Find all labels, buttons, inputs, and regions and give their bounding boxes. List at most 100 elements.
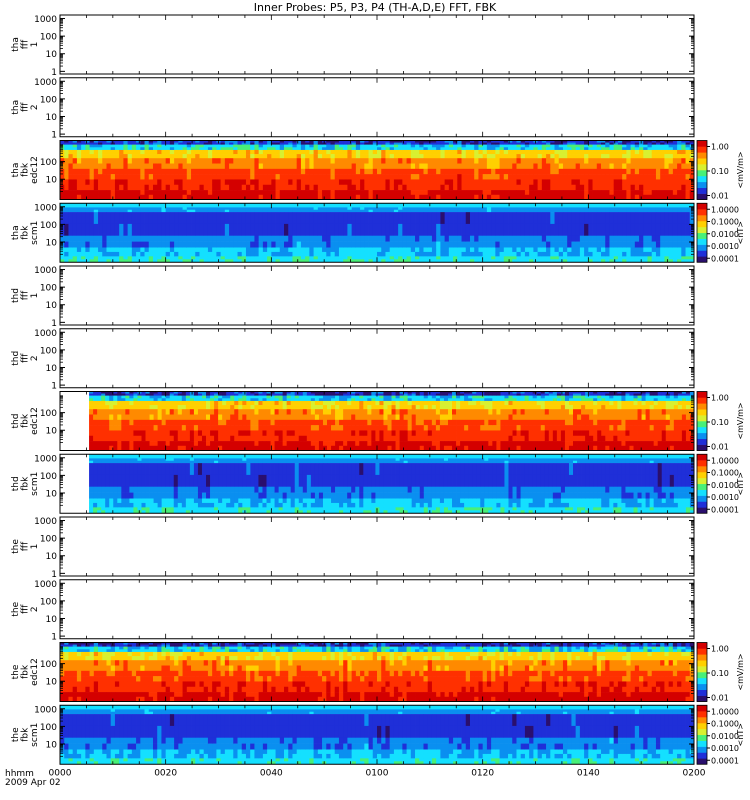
spectrogram-cell: [76, 142, 82, 145]
spectrogram-cell: [254, 241, 260, 248]
spectrogram-cell: [681, 235, 686, 242]
spectrogram-cell: [596, 179, 602, 186]
spectrogram-cell: [81, 140, 86, 143]
spectrogram-cell: [368, 142, 374, 145]
spectrogram-cell: [524, 259, 530, 263]
spectrogram-cell: [85, 247, 90, 253]
spectrogram-cell: [271, 205, 276, 208]
spectrogram-cell: [372, 235, 378, 242]
spectrogram-cell: [185, 430, 191, 437]
spectrogram-cell: [89, 154, 95, 159]
spectrogram-cell: [643, 235, 648, 242]
spectrogram-cell: [97, 425, 102, 431]
spectrogram-cell: [199, 207, 205, 211]
spectrogram-cell: [81, 194, 86, 200]
spectrogram-cell: [284, 184, 289, 191]
spectrogram-cell: [136, 158, 141, 164]
spectrogram-cell: [271, 158, 276, 164]
spectrogram-cell: [137, 398, 142, 402]
spectrogram-cell: [381, 142, 386, 145]
spectrogram-cell: [165, 435, 171, 442]
spectrogram-cell: [157, 445, 163, 451]
colorbar-border: [696, 202, 708, 263]
spectrogram-cell: [457, 241, 462, 248]
spectrogram-cell: [491, 212, 496, 225]
spectrogram-cell: [491, 179, 496, 186]
spectrogram-cell: [609, 140, 615, 143]
spectrogram-cell: [529, 259, 534, 263]
spectrogram-cell: [503, 203, 509, 206]
spectrogram-cell: [550, 184, 555, 191]
spectrogram-cell: [109, 419, 114, 426]
spectrogram-cell: [347, 235, 353, 242]
spectrogram-cell: [486, 205, 492, 208]
spectrogram-cell: [207, 147, 213, 151]
spectrogram-cell: [313, 259, 319, 263]
spectrogram-cell: [444, 259, 450, 263]
spectrogram-cell: [347, 205, 353, 208]
spectrogram-cell: [165, 179, 171, 186]
spectrogram-cell: [212, 241, 217, 248]
spectrogram-cell: [317, 174, 323, 180]
spectrogram-cell: [117, 441, 122, 447]
spectrogram-cell: [558, 209, 564, 213]
spectrogram-cell: [165, 154, 171, 159]
spectrogram-cell: [609, 190, 615, 196]
spectrogram-cell: [292, 174, 298, 180]
spectrogram-cell: [575, 194, 581, 200]
spectrogram-cell: [81, 207, 86, 211]
spectrogram-cell: [385, 205, 391, 208]
spectrogram-cell: [372, 251, 378, 257]
spectrogram-cell: [609, 203, 615, 206]
spectrogram-cell: [220, 251, 226, 257]
spectrogram-cell: [182, 212, 188, 225]
spectrogram-cell: [355, 256, 361, 260]
spectrogram-cell: [60, 194, 65, 200]
spectrogram-cell: [562, 209, 568, 213]
spectrogram-cell: [300, 179, 306, 186]
spectrogram-cell: [136, 203, 141, 206]
spectrogram-cell: [541, 205, 547, 208]
spectrogram-cell: [478, 251, 484, 257]
spectrogram-cell: [529, 163, 534, 170]
spectrogram-cell: [520, 142, 526, 145]
spectrogram-cell: [592, 147, 598, 151]
spectrogram-cell: [651, 256, 657, 260]
spectrogram-cell: [584, 179, 589, 186]
spectrogram-cell: [508, 194, 513, 200]
spectrogram-cell: [567, 212, 572, 225]
spectrogram-cell: [482, 142, 488, 145]
spectrogram-cell: [681, 184, 686, 191]
spectrogram-cell: [668, 184, 674, 191]
spectrogram-cell: [491, 184, 496, 191]
spectrogram-cell: [72, 256, 78, 260]
spectrogram-cell: [181, 405, 187, 410]
spectrogram-cell: [461, 140, 467, 143]
spectrogram-cell: [207, 163, 213, 170]
spectrogram-cell: [101, 445, 106, 451]
spectrogram-cell: [448, 190, 454, 196]
spectrogram-cell: [681, 259, 686, 263]
spectrogram-cell: [178, 247, 183, 253]
spectrogram-cell: [68, 154, 74, 159]
spectrogram-cell: [457, 247, 462, 253]
spectrogram-cell: [127, 144, 133, 148]
spectrogram-cell: [322, 168, 327, 175]
spectrogram-cell: [85, 190, 90, 196]
spectrogram-cell: [601, 259, 606, 263]
spectrogram-cell: [191, 205, 196, 208]
spectrogram-cell: [419, 174, 424, 180]
spectrogram-cell: [647, 251, 653, 257]
spectrogram-cell: [241, 147, 247, 151]
spectrogram-cell: [117, 398, 122, 402]
spectrogram-cell: [440, 194, 446, 200]
spectrogram-cell: [672, 168, 678, 175]
spectrogram-cell: [571, 194, 577, 200]
spectrogram-cell: [133, 430, 138, 437]
spectrogram-cell: [436, 223, 441, 236]
spectrogram-cell: [368, 190, 374, 196]
spectrogram-cell: [174, 259, 179, 263]
spectrogram-cell: [415, 168, 420, 175]
spectrogram-cell: [233, 184, 238, 191]
spectrogram-cell: [643, 142, 648, 145]
